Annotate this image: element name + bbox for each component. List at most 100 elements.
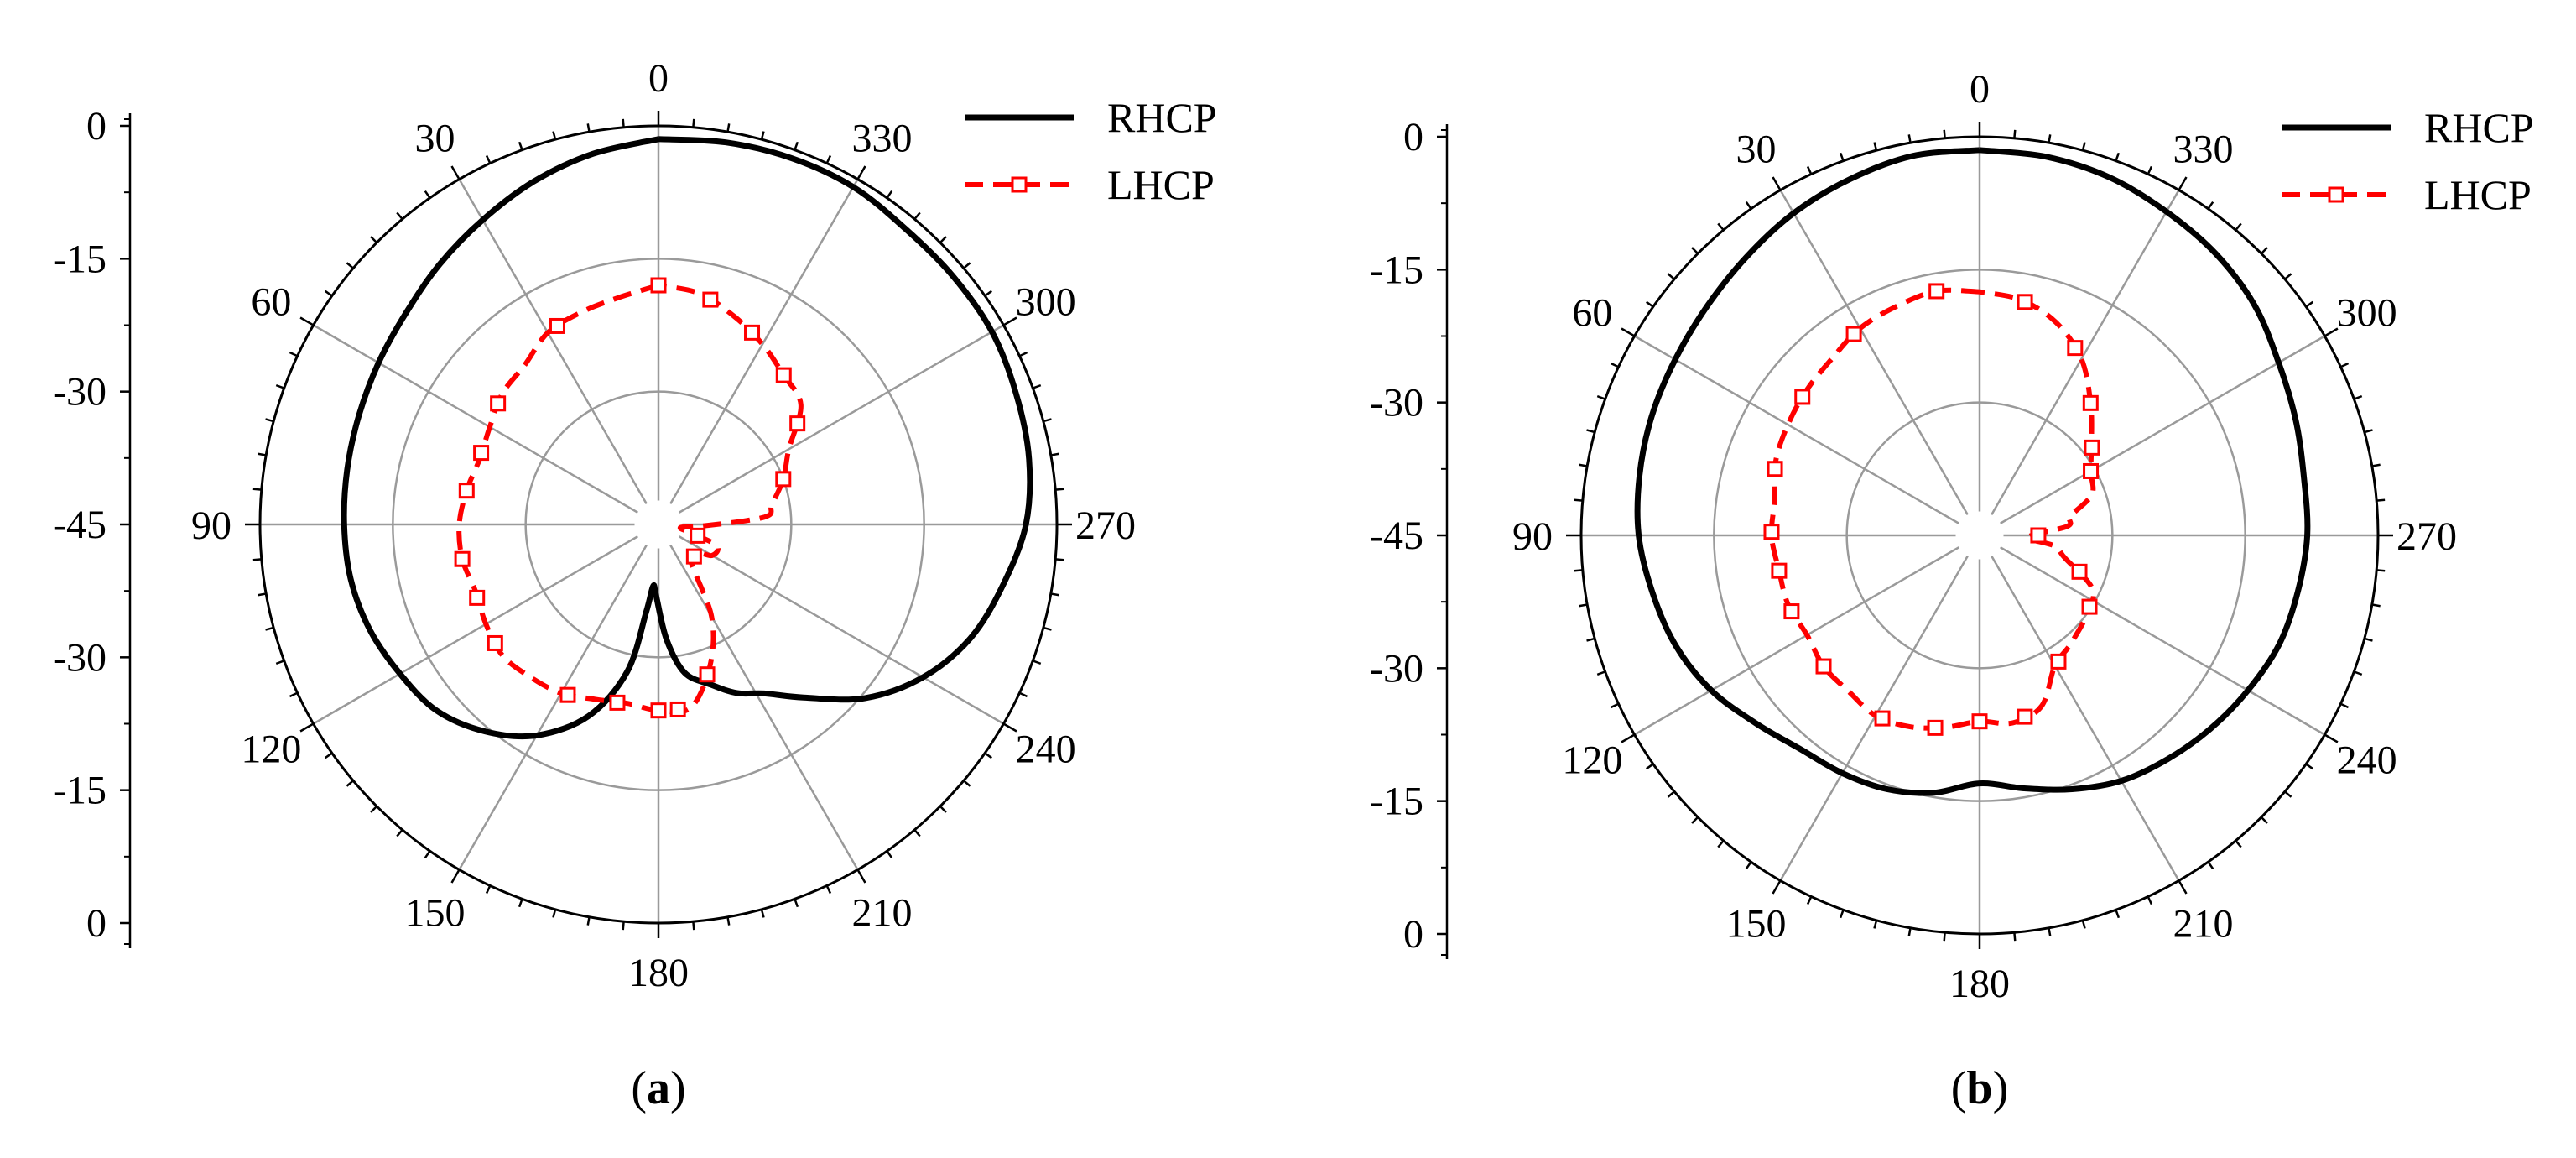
polar-grid (1581, 137, 2378, 934)
grid-spoke (2000, 335, 2325, 524)
panel-label-letter: b (1966, 1062, 1992, 1114)
angular-tick (252, 558, 262, 561)
series-line-rhcp (341, 136, 1033, 740)
angle-tick-label: 90 (191, 503, 232, 548)
angular-tick (1943, 932, 1946, 942)
angular-tick (2260, 816, 2268, 824)
angular-tick (1667, 790, 1675, 798)
legend-label: RHCP (1107, 94, 1217, 141)
lhcp-marker (454, 550, 471, 567)
angular-tick (794, 141, 799, 151)
angle-tick-label: 300 (2337, 291, 2397, 336)
angular-tick (299, 316, 315, 326)
angular-tick (1745, 861, 1752, 870)
lhcp-marker (1874, 710, 1891, 727)
angle-tick-label: 270 (2396, 514, 2457, 559)
angular-tick (1002, 722, 1017, 733)
angular-tick (424, 850, 431, 859)
polar-grid (260, 126, 1057, 923)
grid-spoke (1991, 556, 2180, 881)
angular-tick (396, 829, 403, 837)
lhcp-marker (1763, 524, 1780, 540)
angle-tick-label: 150 (405, 891, 466, 936)
angular-tick (2013, 129, 2017, 138)
angular-tick (1806, 895, 1813, 905)
angle-tick-label: 120 (1562, 738, 1622, 783)
lhcp-marker (2071, 563, 2088, 580)
angular-tick (1043, 626, 1052, 631)
angular-tick (856, 868, 866, 884)
grid-spoke (2000, 546, 2325, 736)
lhcp-marker (650, 277, 667, 294)
lhcp-marker (744, 324, 761, 341)
angular-tick (886, 190, 893, 199)
angle-tick-label: 270 (1075, 503, 1136, 548)
angular-tick (1002, 316, 1017, 326)
radial-tick-label: -15 (53, 769, 107, 813)
angular-tick (2081, 920, 2086, 929)
angular-tick (726, 916, 731, 926)
angular-tick (265, 626, 274, 631)
angular-tick (450, 868, 461, 884)
panel-label-open: ( (631, 1062, 647, 1114)
lhcp-marker (2081, 598, 2098, 615)
angular-tick (1691, 247, 1699, 255)
lhcp-marker (1815, 658, 1832, 675)
angular-tick (1943, 129, 1946, 138)
angular-tick (424, 190, 431, 199)
angular-tick (939, 236, 947, 244)
legend: RHCP LHCP (2282, 104, 2534, 218)
angular-tick (1645, 300, 1654, 308)
angular-tick (289, 351, 299, 357)
grid-spoke (1779, 556, 1969, 881)
angular-tick (2305, 763, 2314, 770)
radial-tick-label: -15 (1370, 780, 1423, 824)
angular-tick (1873, 142, 1878, 151)
legend: RHCP LHCP (965, 94, 1217, 208)
angular-tick (1050, 592, 1059, 597)
angular-tick (2339, 702, 2350, 709)
angular-tick (265, 418, 274, 423)
lhcp-marker (1771, 562, 1788, 579)
angular-tick (1574, 569, 1583, 572)
angular-tick (1907, 927, 1912, 936)
angular-ticks (1566, 122, 2393, 949)
angular-tick (518, 141, 523, 151)
grid-spoke (1779, 190, 1969, 515)
angle-tick-label: 0 (648, 56, 669, 101)
angular-tick (856, 165, 866, 180)
angular-tick (2048, 134, 2052, 143)
angular-tick (2178, 879, 2188, 895)
angular-tick (1032, 660, 1042, 665)
radial-tick-label: -30 (53, 370, 107, 415)
angular-tick (963, 262, 971, 269)
lhcp-marker (1794, 389, 1811, 405)
lhcp-marker (775, 471, 792, 488)
lhcp-marker (669, 701, 686, 717)
angular-tick (396, 211, 403, 220)
lhcp-marker (699, 666, 716, 683)
angle-tick-label: 240 (2337, 738, 2397, 783)
lhcp-marker (702, 291, 719, 308)
radial-axis: 0 -15 -30 -45 -30 -15 0 (53, 104, 132, 948)
angle-tick-label: 210 (852, 891, 913, 936)
grid-spoke (669, 179, 859, 504)
angular-tick (2115, 909, 2121, 919)
angular-tick (2284, 273, 2292, 280)
lhcp-marker (1928, 283, 1945, 300)
angular-tick (1873, 920, 1878, 929)
angular-tick (2207, 201, 2214, 210)
angular-tick (1596, 394, 1606, 400)
lhcp-marker (458, 482, 475, 499)
panel-label-close: ) (1993, 1062, 2009, 1114)
angular-tick (1610, 362, 1620, 368)
angular-tick (2364, 429, 2373, 434)
angle-tick-label: 120 (241, 728, 301, 772)
series-line-lhcp (456, 283, 804, 715)
radial-tick-label: 0 (1403, 912, 1423, 957)
angular-tick (726, 123, 731, 133)
lhcp-marker (1767, 461, 1783, 477)
radial-tick-label: -30 (53, 635, 107, 680)
angular-tick (963, 780, 971, 787)
angular-tick (258, 592, 267, 597)
